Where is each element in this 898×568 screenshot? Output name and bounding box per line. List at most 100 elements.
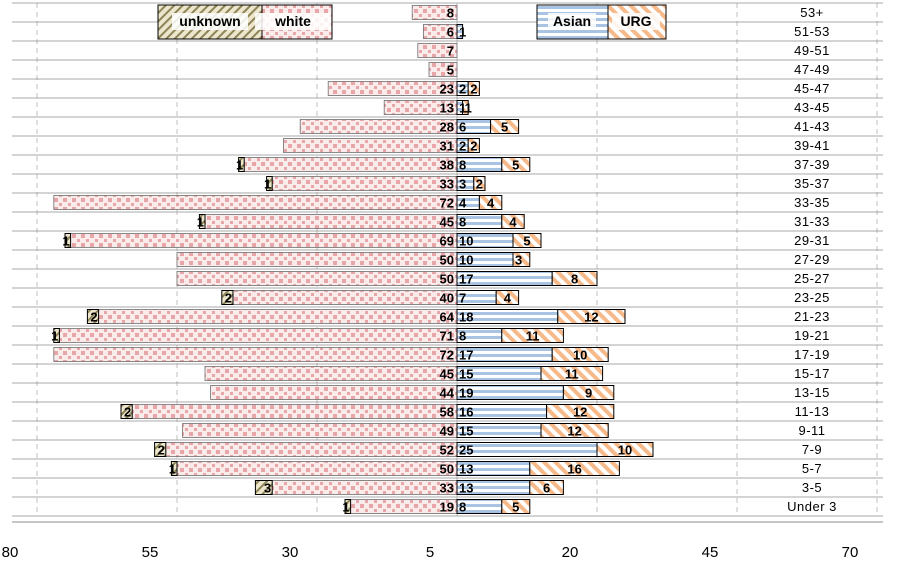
bar-white: [176, 252, 458, 267]
bar-white: [327, 81, 458, 96]
value-label-asian: 8: [459, 215, 466, 230]
value-label-urg: 6: [543, 481, 550, 496]
bar-urg: [501, 214, 525, 229]
age-category-label: 53+: [800, 5, 824, 20]
value-label-asian: 8: [459, 158, 466, 173]
value-label-urg: 5: [512, 158, 519, 173]
age-category-label: 11-13: [795, 404, 830, 419]
value-label-white: 33: [440, 481, 454, 496]
bar-unknown: [154, 442, 167, 457]
value-label-white: 7: [447, 44, 454, 59]
value-label-unknown: 3: [264, 481, 271, 496]
grid-layer: [12, 2, 883, 523]
bar-urg: [551, 271, 598, 286]
age-category-label: 51-53: [794, 24, 830, 39]
age-category-label: Under 3: [787, 499, 837, 514]
value-label-white: 69: [440, 234, 454, 249]
value-label-unknown: 2: [124, 405, 131, 420]
value-label-urg: 5: [501, 120, 508, 135]
value-label-white: 45: [440, 215, 454, 230]
bar-white: [232, 290, 458, 305]
value-label-white: 6: [447, 25, 454, 40]
bar-urg: [540, 423, 609, 438]
value-label-urg: 16: [567, 462, 581, 477]
age-category-label: 47-49: [794, 62, 830, 77]
value-label-white: 72: [440, 348, 454, 363]
value-label-asian: 19: [459, 386, 473, 401]
value-label-urg: 1: [465, 101, 472, 116]
value-label-urg: 2: [470, 82, 477, 97]
bar-white: [53, 347, 458, 362]
bar-urg: [467, 138, 480, 153]
bar-asian: [456, 24, 464, 39]
value-label-asian: 13: [459, 462, 473, 477]
value-label-white: 64: [440, 310, 455, 325]
value-label-unknown: 2: [90, 310, 97, 325]
value-label-white: 33: [440, 177, 454, 192]
bar-unknown: [86, 309, 100, 324]
age-category-label: 9-11: [798, 423, 825, 438]
value-label-urg: 5: [523, 234, 530, 249]
x-tick-labels-layer: 80 55 30 5 20 45 70: [2, 544, 859, 561]
legend-label-unknown: unknown: [179, 13, 240, 29]
bar-white: [98, 309, 458, 324]
value-label-unknown: 1: [197, 215, 204, 230]
value-label-unknown: 1: [62, 234, 69, 249]
age-category-label: 37-39: [794, 157, 830, 172]
bar-urg: [501, 328, 564, 343]
value-label-urg: 4: [504, 291, 512, 306]
bar-urg: [596, 442, 654, 457]
value-label-white: 50: [440, 272, 454, 287]
legend-label-asian: Asian: [553, 13, 591, 29]
value-label-asian: 10: [459, 234, 473, 249]
age-category-label: 17-19: [794, 347, 830, 362]
bar-white: [271, 176, 458, 191]
value-label-white: 45: [440, 367, 454, 382]
bar-urg: [512, 233, 542, 248]
value-label-white: 50: [440, 253, 454, 268]
bar-unknown: [238, 157, 245, 172]
bar-urg: [490, 119, 520, 134]
value-label-asian: 1: [459, 25, 466, 40]
value-label-unknown: 1: [169, 462, 176, 477]
x-tick-label: 30: [282, 544, 299, 561]
bar-white: [411, 5, 458, 20]
bar-white: [299, 119, 458, 134]
value-label-white: 5: [447, 63, 454, 78]
bar-unknown: [120, 404, 133, 419]
bar-white: [70, 233, 458, 248]
value-label-urg: 2: [470, 139, 477, 154]
bar-urg: [551, 347, 609, 362]
bar-unknown: [254, 480, 273, 495]
value-label-asian: 4: [459, 196, 467, 211]
value-label-asian: 2: [459, 139, 466, 154]
age-category-label: 3-5: [802, 480, 822, 495]
bar-white: [210, 385, 458, 400]
legend-label-bg: [612, 13, 660, 30]
age-category-label: 21-23: [794, 309, 830, 324]
x-tick-label: 55: [142, 544, 159, 561]
value-label-urg: 11: [526, 329, 540, 344]
value-label-asian: 7: [459, 291, 466, 306]
bar-urg: [501, 157, 531, 172]
bar-white: [204, 214, 458, 229]
value-label-asian: 10: [459, 253, 473, 268]
bar-white: [243, 157, 458, 172]
value-label-asian: 2: [459, 82, 466, 97]
legend-label-bg: [548, 13, 596, 30]
bar-white: [182, 423, 458, 438]
bars-layer: [53, 5, 654, 514]
legend-label-white: white: [274, 13, 311, 29]
value-label-urg: 4: [509, 215, 517, 230]
bar-urg: [546, 404, 615, 419]
value-label-white: 71: [440, 329, 454, 344]
value-label-urg: 3: [515, 253, 522, 268]
age-category-label: 49-51: [794, 43, 830, 58]
value-label-asian: 8: [459, 500, 466, 515]
x-tick-label: 45: [702, 544, 719, 561]
age-category-label: 41-43: [794, 119, 830, 134]
bar-urg: [540, 366, 604, 381]
value-label-urg: 9: [585, 386, 592, 401]
age-category-label: 31-33: [794, 214, 830, 229]
